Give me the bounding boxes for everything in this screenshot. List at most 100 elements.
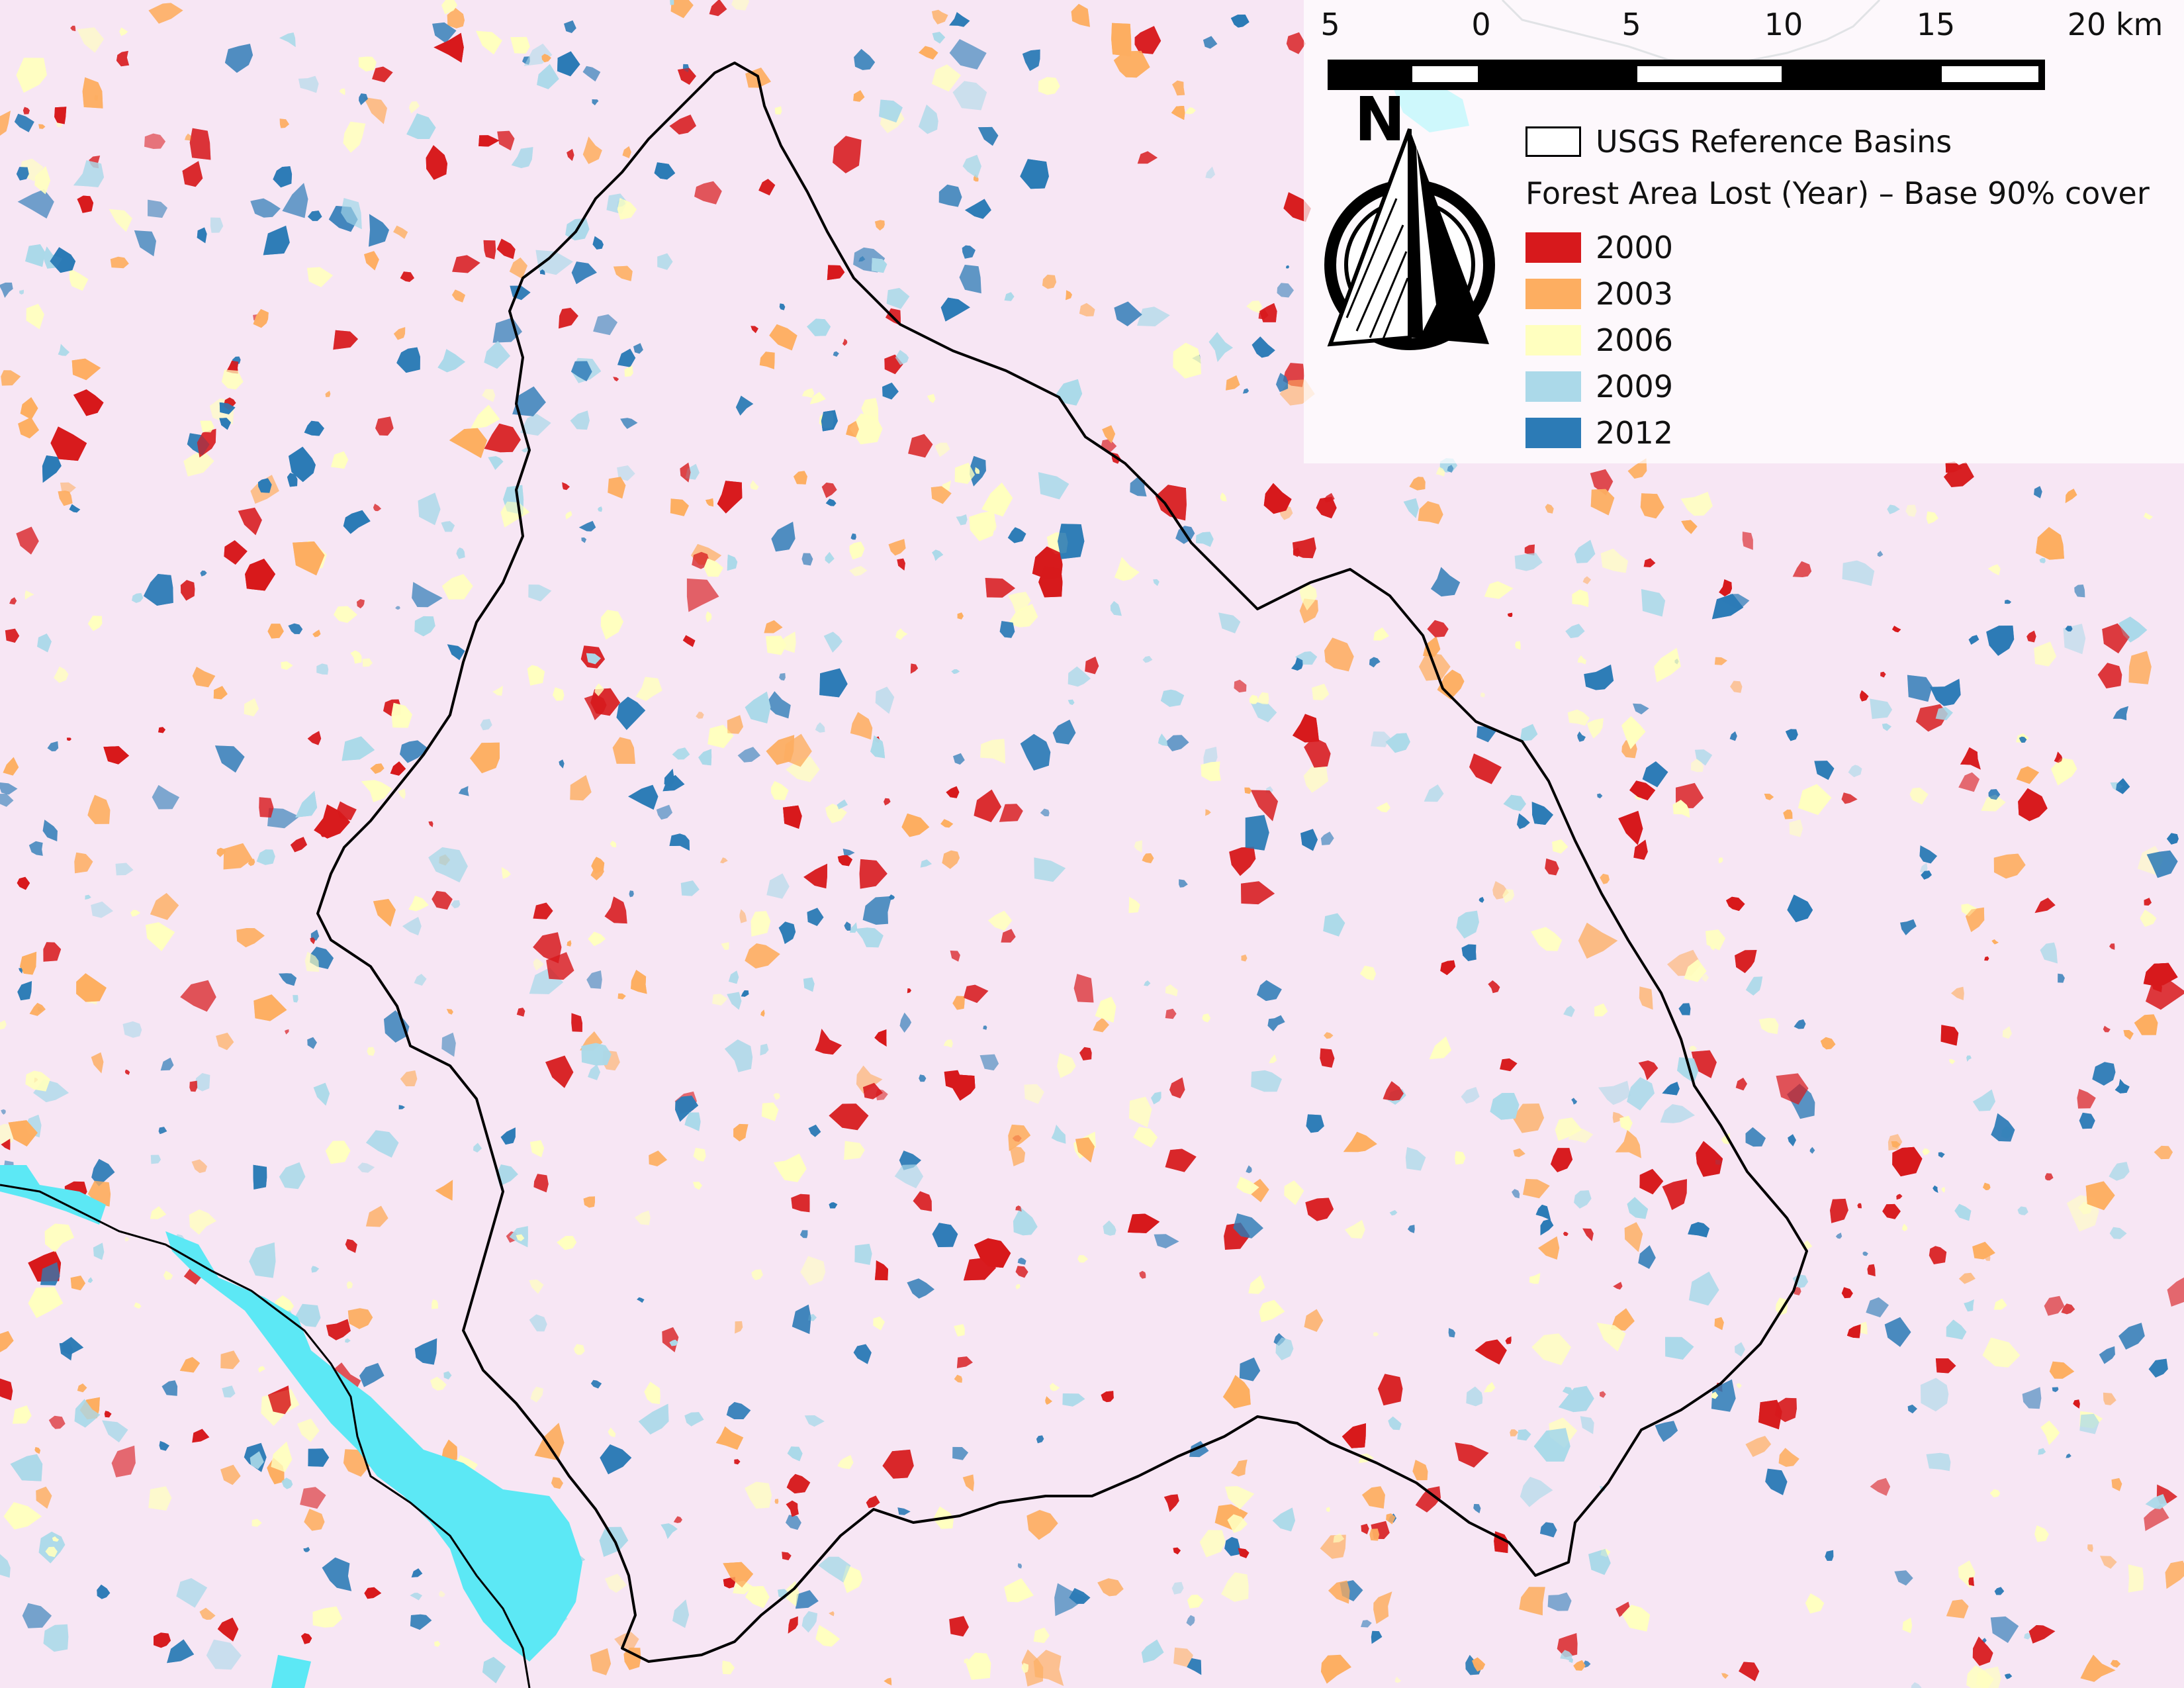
forest-loss-patch	[28, 1287, 64, 1319]
forest-loss-patch	[565, 511, 572, 520]
forest-loss-patch	[263, 225, 290, 256]
forest-loss-patch	[964, 984, 989, 1004]
forest-loss-patch	[908, 434, 933, 458]
forest-loss-patch	[1907, 675, 1933, 702]
forest-loss-patch	[410, 1593, 422, 1601]
forest-loss-patch	[541, 54, 551, 63]
forest-loss-patch	[693, 1147, 706, 1162]
forest-loss-patch	[1938, 1152, 1945, 1158]
forest-loss-patch	[316, 663, 329, 675]
forest-loss-patch	[913, 1191, 932, 1211]
forest-loss-patch	[1688, 1222, 1709, 1238]
forest-loss-patch	[758, 179, 776, 196]
forest-loss-patch	[1066, 290, 1072, 301]
forest-loss-patch	[570, 361, 592, 381]
forest-loss-patch	[654, 162, 676, 180]
forest-loss-patch	[1015, 1205, 1022, 1212]
forest-loss-patch	[210, 217, 224, 233]
forest-loss-patch	[2115, 1079, 2130, 1094]
forest-loss-patch	[1199, 1530, 1226, 1558]
forest-loss-patch	[437, 349, 465, 373]
forest-loss-patch	[2111, 1477, 2122, 1491]
forest-loss-patch	[675, 1096, 699, 1122]
forest-loss-patch	[1251, 336, 1275, 358]
forest-loss-patch	[357, 599, 365, 609]
forest-loss-patch	[942, 850, 960, 869]
forest-loss-patch	[326, 1319, 351, 1340]
forest-loss-patch	[2066, 1453, 2071, 1458]
forest-loss-patch	[1103, 1220, 1116, 1236]
forest-loss-patch	[192, 667, 216, 688]
forest-loss-patch	[501, 867, 511, 879]
forest-loss-patch	[293, 541, 325, 576]
forest-loss-patch	[1038, 472, 1069, 500]
forest-loss-patch	[680, 462, 691, 483]
forest-loss-patch	[1665, 1336, 1694, 1360]
legend-item-2012: 2012	[1525, 413, 1673, 453]
forest-loss-patch	[1369, 657, 1381, 668]
forest-loss-patch	[224, 540, 248, 565]
forest-loss-patch	[677, 68, 696, 85]
forest-loss-patch	[17, 981, 32, 1001]
forest-loss-patch	[238, 507, 262, 536]
forest-loss-patch	[1594, 1003, 1608, 1017]
forest-loss-patch	[962, 154, 981, 179]
forest-loss-patch	[557, 1236, 577, 1250]
forest-loss-patch	[22, 1603, 52, 1628]
forest-loss-patch	[895, 350, 909, 365]
forest-loss-patch	[818, 1556, 851, 1583]
forest-loss-patch	[1680, 492, 1713, 516]
forest-loss-patch	[1165, 735, 1189, 751]
forest-loss-patch	[476, 30, 502, 55]
forest-loss-patch	[2049, 1361, 2075, 1379]
forest-loss-patch	[669, 833, 690, 851]
forest-loss-patch	[395, 606, 400, 610]
forest-loss-patch	[281, 1477, 293, 1489]
forest-loss-patch	[300, 1487, 326, 1509]
forest-loss-patch	[1447, 465, 1454, 473]
forest-loss-patch	[965, 199, 991, 219]
forest-loss-patch	[1320, 1654, 1351, 1684]
forest-loss-patch	[2034, 486, 2042, 498]
forest-loss-patch	[1013, 1207, 1038, 1236]
forest-loss-patch	[249, 1242, 276, 1278]
forest-loss-patch	[981, 483, 1013, 517]
forest-loss-patch	[897, 558, 905, 571]
forest-loss-patch	[705, 611, 712, 623]
forest-loss-patch	[279, 1162, 306, 1190]
forest-loss-patch	[1524, 544, 1535, 555]
forest-loss-patch	[612, 737, 635, 764]
forest-loss-patch	[2044, 1295, 2065, 1316]
forest-loss-patch	[704, 558, 723, 577]
forest-loss-patch	[1361, 1620, 1372, 1628]
forest-loss-patch	[2143, 962, 2178, 986]
legend-label-2003: 2003	[1596, 276, 1674, 312]
forest-loss-patch	[825, 804, 847, 823]
forest-loss-patch	[398, 788, 406, 800]
forest-loss-patch	[1020, 733, 1051, 771]
legend-label-2012: 2012	[1596, 415, 1674, 451]
forest-loss-patch	[5, 628, 20, 643]
forest-loss-patch	[1880, 671, 1886, 678]
forest-loss-patch	[1718, 857, 1723, 864]
forest-loss-patch	[1600, 548, 1628, 573]
forest-loss-patch	[1990, 1616, 2019, 1643]
forest-loss-patch	[287, 473, 298, 487]
forest-loss-patch	[1, 370, 21, 386]
forest-loss-patch	[727, 992, 742, 1010]
forest-loss-patch	[91, 1158, 115, 1187]
forest-loss-patch	[1538, 1236, 1560, 1260]
forest-loss-patch	[899, 1012, 912, 1033]
forest-loss-patch	[1809, 1147, 1815, 1154]
forest-loss-patch	[1520, 724, 1538, 741]
forest-loss-patch	[1185, 107, 1196, 115]
forest-loss-patch	[614, 1632, 639, 1650]
forest-loss-patch	[559, 308, 578, 329]
forest-loss-patch	[29, 1003, 46, 1016]
legend-swatch-2009	[1525, 371, 1581, 402]
forest-loss-patch	[855, 927, 884, 948]
forest-loss-patch	[2034, 898, 2056, 914]
forest-loss-patch	[853, 90, 865, 102]
forest-loss-patch	[849, 922, 858, 933]
